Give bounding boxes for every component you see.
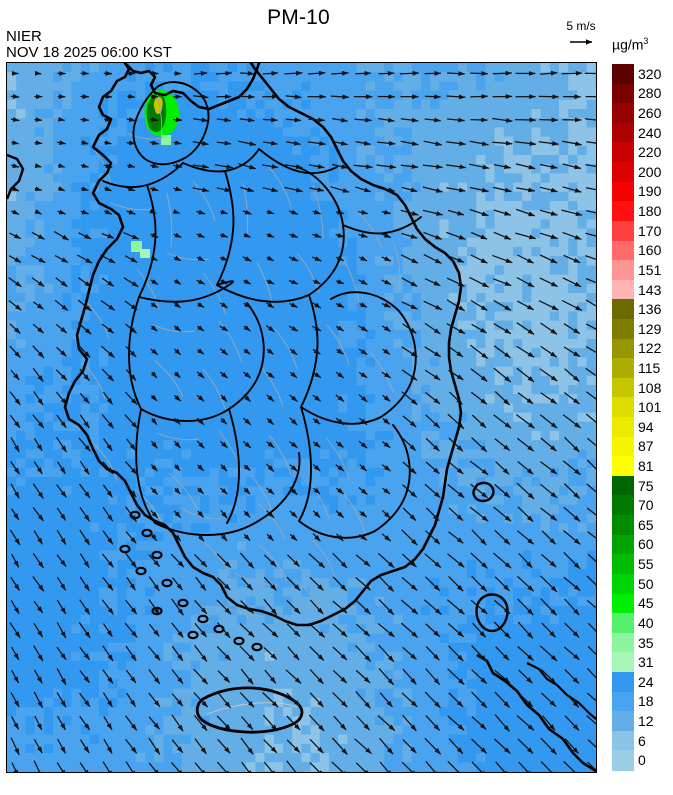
- colorbar-tick-label: 240: [638, 124, 662, 141]
- colorbar-tick-label: 180: [638, 203, 662, 220]
- colorbar-band: [612, 750, 634, 771]
- colorbar-band: [612, 515, 634, 536]
- colorbar-tick-label: 18: [638, 693, 654, 710]
- colorbar-tick-label: 260: [638, 105, 662, 122]
- colorbar-tick-label: 12: [638, 712, 654, 729]
- colorbar-tick-label: 50: [638, 575, 654, 592]
- colorbar: [612, 64, 634, 771]
- colorbar-tick-label: 6: [638, 732, 646, 749]
- colorbar-tick-label: 45: [638, 595, 654, 612]
- colorbar-tick-label: 70: [638, 497, 654, 514]
- colorbar-band: [612, 593, 634, 614]
- colorbar-band: [612, 279, 634, 300]
- colorbar-tick-label: 151: [638, 261, 662, 278]
- colorbar-band: [612, 377, 634, 398]
- colorbar-band: [612, 652, 634, 673]
- map-panel[interactable]: [6, 62, 597, 773]
- colorbar-tick-label: 200: [638, 163, 662, 180]
- wind-vector-field: [8, 70, 596, 772]
- colorbar-tick-label: 190: [638, 183, 662, 200]
- colorbar-tick-label: 35: [638, 634, 654, 651]
- map-canvas[interactable]: [7, 63, 596, 772]
- colorbar-tick-label: 0: [638, 752, 646, 769]
- datetime-label: NOV 18 2025 06:00 KST: [6, 44, 172, 61]
- colorbar-band: [612, 240, 634, 261]
- colorbar-band: [612, 318, 634, 340]
- colorbar-band: [612, 220, 634, 242]
- colorbar-band: [612, 83, 634, 104]
- colorbar-tick-label: 108: [638, 379, 662, 396]
- colorbar-tick-label: 122: [638, 340, 662, 357]
- colorbar-tick-label: 160: [638, 242, 662, 259]
- colorbar-tick-label: 81: [638, 458, 654, 475]
- colorbar-tick-label: 40: [638, 614, 654, 631]
- agency-label: NIER: [6, 28, 42, 45]
- unit-exponent: 3: [643, 36, 649, 46]
- colorbar-band: [612, 358, 634, 379]
- colorbar-band: [612, 671, 634, 693]
- wind-reference-label: 5 m/s: [566, 19, 596, 33]
- colorbar-band: [612, 436, 634, 457]
- colorbar-tick-label: 75: [638, 477, 654, 494]
- colorbar-band: [612, 162, 634, 183]
- colorbar-band: [612, 181, 634, 202]
- colorbar-tick-label: 129: [638, 320, 662, 337]
- colorbar-band: [612, 122, 634, 144]
- colorbar-band: [612, 201, 634, 222]
- colorbar-tick-label: 101: [638, 399, 662, 416]
- colorbar-band: [612, 64, 634, 85]
- colorbar-band: [612, 691, 634, 712]
- colorbar-band: [612, 260, 634, 281]
- concentration-unit-label: µg/m3: [612, 36, 648, 53]
- colorbar-band: [612, 338, 634, 359]
- colorbar-tick-label: 65: [638, 516, 654, 533]
- colorbar-band: [612, 632, 634, 653]
- colorbar-tick-label: 136: [638, 301, 662, 318]
- colorbar-band: [612, 397, 634, 418]
- colorbar-tick-label: 87: [638, 438, 654, 455]
- colorbar-tick-label: 320: [638, 65, 662, 82]
- colorbar-band: [612, 711, 634, 732]
- colorbar-band: [612, 534, 634, 555]
- colorbar-band: [612, 495, 634, 516]
- colorbar-tick-label: 31: [638, 654, 654, 671]
- unit-text: µg/m: [612, 36, 644, 53]
- colorbar-tick-label: 24: [638, 673, 654, 690]
- colorbar-band: [612, 613, 634, 634]
- colorbar-labels: 320 280 260 240 220 200 190 180 170 160 151 143 136 1…: [638, 64, 673, 770]
- colorbar-band: [612, 142, 634, 163]
- colorbar-band: [612, 103, 634, 124]
- colorbar-tick-label: 94: [638, 418, 654, 435]
- colorbar-tick-label: 143: [638, 281, 662, 298]
- colorbar-band: [612, 456, 634, 477]
- page-title: PM-10: [267, 6, 330, 29]
- colorbar-band: [612, 475, 634, 497]
- colorbar-band: [612, 730, 634, 751]
- colorbar-band: [612, 299, 634, 320]
- colorbar-band: [612, 554, 634, 575]
- colorbar-tick-label: 280: [638, 85, 662, 102]
- wind-reference-arrow-icon: [548, 35, 614, 49]
- colorbar-tick-label: 220: [638, 144, 662, 161]
- colorbar-tick-label: 170: [638, 222, 662, 239]
- colorbar-tick-label: 115: [638, 359, 661, 376]
- colorbar-tick-label: 55: [638, 556, 654, 573]
- colorbar-band: [612, 573, 634, 595]
- colorbar-band: [612, 417, 634, 438]
- colorbar-tick-label: 60: [638, 536, 654, 553]
